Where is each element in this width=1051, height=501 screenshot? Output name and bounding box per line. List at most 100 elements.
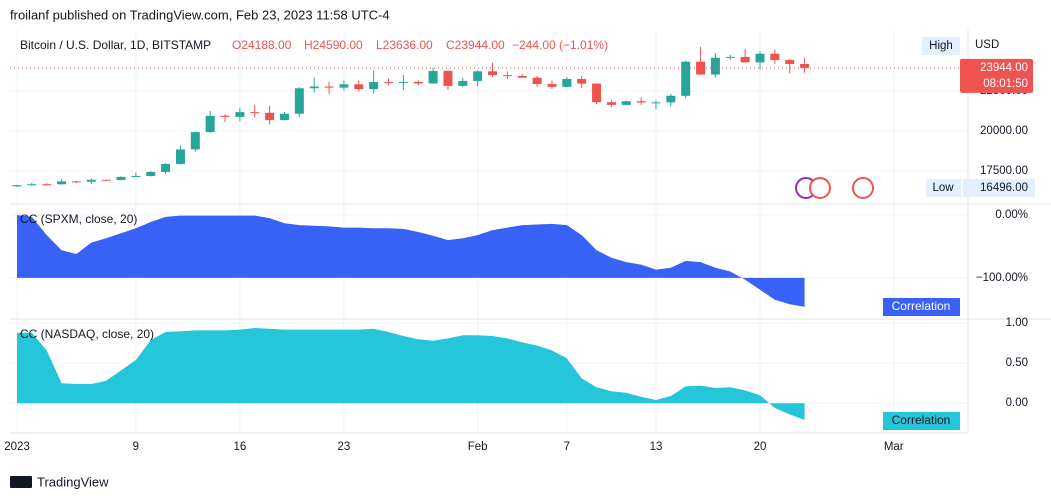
candle-body (725, 56, 735, 58)
candle-body (101, 179, 111, 181)
legend-low: L23636.00 (376, 38, 433, 52)
event-icon (852, 177, 874, 199)
candle-body (250, 112, 260, 114)
x-tick-label: Feb (468, 441, 488, 453)
candle-body (324, 86, 334, 88)
y-tick-label: 0.50 (1006, 357, 1028, 369)
low-value-box (963, 179, 1035, 197)
labels: 202391623Feb71320Mar17500.0020000.002250… (4, 58, 1033, 453)
candle-body (294, 88, 304, 114)
area (17, 215, 805, 307)
candle-body (740, 56, 750, 63)
candle-body (116, 176, 126, 180)
low-value: 16496.00 (980, 182, 1028, 194)
candle-body (175, 149, 185, 164)
badge-box (883, 298, 960, 316)
last-price: 23944.00 (980, 62, 1028, 74)
candle-body (666, 95, 676, 103)
candle-body (651, 102, 661, 104)
y-tick-label: 1.00 (1006, 317, 1028, 329)
y-tick-label: 0.00% (995, 209, 1028, 221)
area (17, 328, 805, 420)
indicator-title: CC (NASDAQ, close, 20) (20, 327, 154, 341)
candle-body (428, 71, 438, 84)
legend-change: −244.00 (−1.01%) (512, 38, 608, 52)
candle-body (532, 77, 542, 84)
x-tick-label: 9 (133, 441, 139, 453)
candle-body (800, 63, 810, 68)
x-tick-label: 7 (564, 441, 570, 453)
y-tick-label: 0.00 (1006, 397, 1028, 409)
event-icon (809, 177, 831, 199)
logo (10, 476, 32, 488)
y-tick-label: 17500.00 (980, 165, 1028, 177)
x-tick-label: 20 (754, 441, 767, 453)
legend-high: H24590.00 (304, 38, 363, 52)
candle-body (205, 115, 215, 133)
candle-body (517, 75, 527, 78)
candle-body (547, 83, 557, 87)
indicator-title: CC (SPXM, close, 20) (20, 212, 137, 226)
candle-body (443, 71, 453, 86)
candle-body (27, 184, 37, 186)
currency: USD (975, 39, 999, 51)
x-tick-label: 2023 (4, 441, 30, 453)
candle-body (279, 113, 289, 121)
candle-body (339, 84, 349, 88)
marks (10, 47, 968, 420)
candle-body (785, 59, 795, 64)
candle-body (636, 101, 646, 103)
candle-body (755, 53, 765, 63)
legend-open: O24188.00 (232, 38, 292, 52)
candle-body (354, 84, 364, 90)
header: froilanf published on TradingView.com, F… (10, 7, 390, 22)
badge: Correlation (892, 299, 951, 313)
candle-body (621, 101, 631, 105)
x-tick-label: Mar (884, 441, 904, 453)
candle-body (71, 181, 81, 183)
low-label: Low (932, 182, 954, 194)
candle-body (309, 86, 319, 89)
candle-body (161, 163, 171, 172)
candle-body (235, 112, 245, 117)
candle-body (710, 57, 720, 75)
candle-body (131, 175, 141, 177)
candle-body (606, 102, 616, 105)
candle-body (473, 71, 483, 81)
candle-body (681, 61, 691, 96)
candle-body (384, 82, 393, 84)
candle-body (12, 185, 22, 187)
symbol-title: Bitcoin / U.S. Dollar, 1D, BITSTAMP (20, 38, 211, 52)
candle-body (413, 81, 423, 84)
low-box (926, 179, 961, 197)
candle-body (696, 61, 706, 75)
candle-body (369, 82, 379, 90)
countdown: 08:01:50 (983, 78, 1028, 90)
candle-body (146, 171, 156, 176)
candle-body (220, 115, 230, 117)
badge-box (883, 412, 960, 430)
x-tick-label: 23 (338, 441, 351, 453)
candle-body (398, 81, 408, 83)
y-tick-label: −100.00% (976, 272, 1028, 284)
candle-body (562, 79, 572, 87)
badge: Correlation (892, 413, 951, 427)
x-tick-label: 16 (234, 441, 247, 453)
candle-body (770, 53, 780, 60)
high-box (922, 37, 960, 55)
candle-body (42, 184, 52, 186)
candle-body (502, 75, 512, 77)
x-tick-label: 13 (650, 441, 663, 453)
legend-close: C23944.00 (446, 38, 505, 52)
candle-body (190, 132, 200, 150)
footer: TradingView (37, 474, 109, 489)
candle-body (488, 71, 498, 76)
candle-body (458, 80, 468, 86)
candle-body (577, 79, 587, 84)
candle-body (592, 83, 602, 103)
candle-body (86, 179, 96, 182)
high-label: High (929, 40, 953, 52)
last-price-box (960, 58, 1033, 93)
y-tick-label: 20000.00 (980, 125, 1028, 137)
